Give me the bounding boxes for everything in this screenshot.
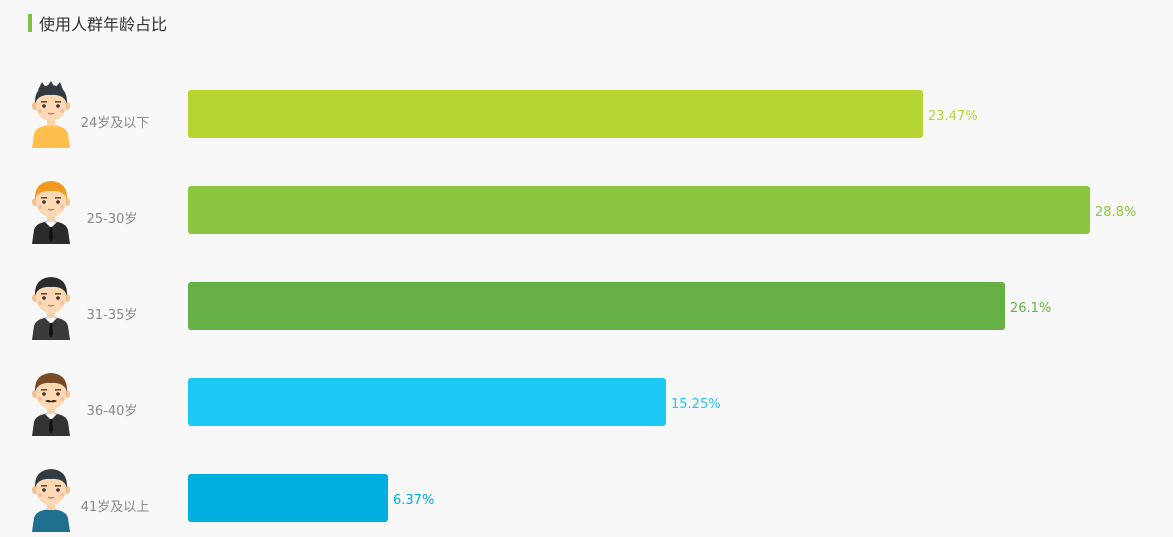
value-label: 15.25% bbox=[671, 397, 721, 412]
man-black-hair-suit-icon bbox=[32, 277, 70, 340]
chart-title: 使用人群年龄占比 bbox=[39, 15, 168, 34]
value-label: 23.47% bbox=[928, 109, 978, 124]
category-label: 25-30岁 bbox=[86, 212, 138, 227]
bar bbox=[188, 186, 1090, 234]
value-label: 28.8% bbox=[1095, 205, 1137, 220]
category-label: 31-35岁 bbox=[86, 308, 138, 323]
title-accent-bar bbox=[28, 14, 32, 32]
man-brown-hair-mustache-icon bbox=[32, 373, 70, 436]
bar bbox=[188, 474, 388, 522]
man-orange-hair-suit-icon bbox=[32, 181, 70, 244]
bar bbox=[188, 282, 1005, 330]
value-label: 6.37% bbox=[393, 493, 435, 508]
older-man-teal-shirt-icon bbox=[32, 469, 70, 532]
young-man-yellow-shirt-icon bbox=[32, 81, 70, 148]
category-label: 41岁及以上 bbox=[80, 500, 150, 515]
category-label: 36-40岁 bbox=[86, 404, 138, 419]
bar bbox=[188, 90, 923, 138]
bar bbox=[188, 378, 666, 426]
value-label: 26.1% bbox=[1010, 301, 1052, 316]
chart-header: 使用人群年龄占比 bbox=[28, 13, 168, 34]
category-label: 24岁及以下 bbox=[80, 116, 150, 131]
